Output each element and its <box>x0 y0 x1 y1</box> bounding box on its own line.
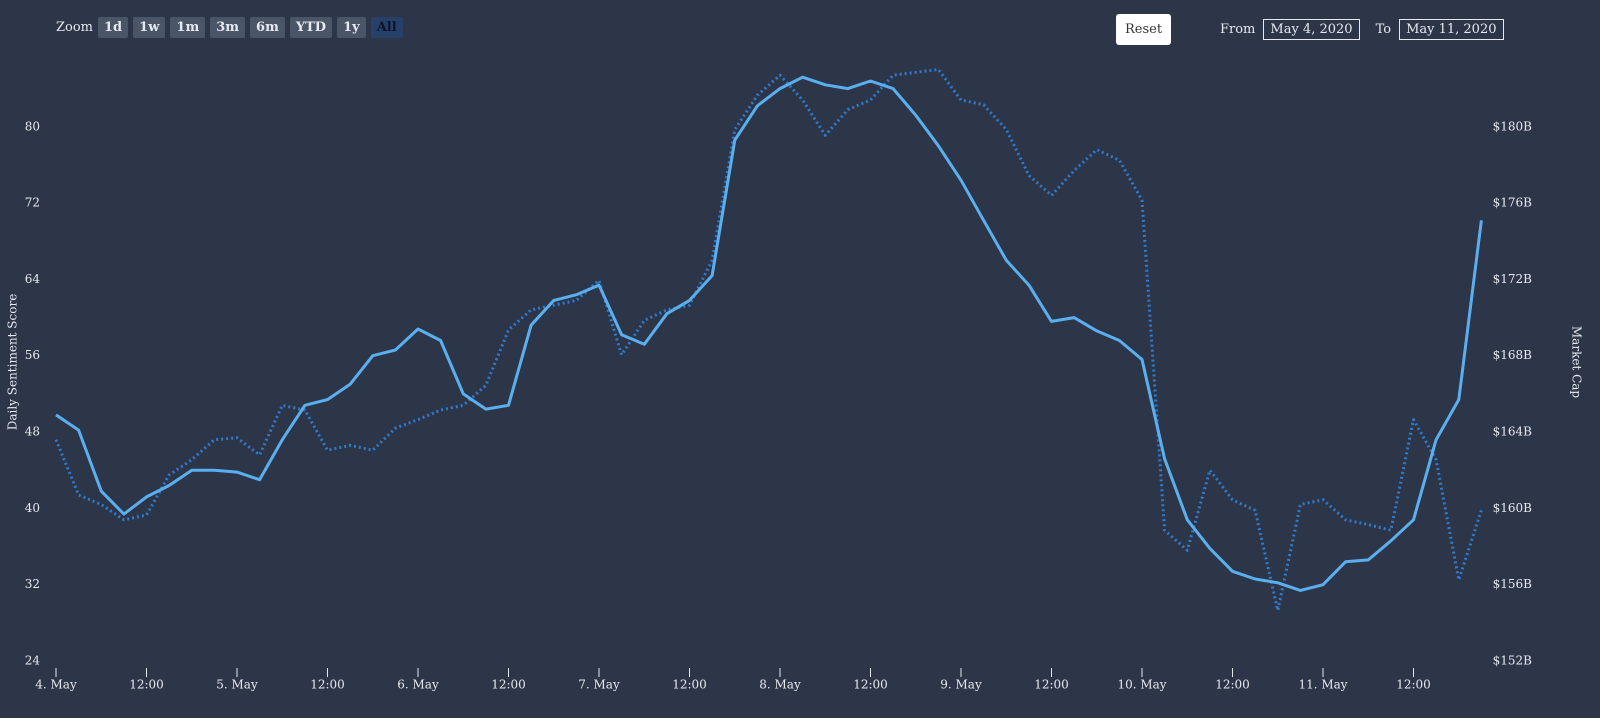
y2-tick-label: $160B <box>1493 501 1533 515</box>
y-tick-label: 80 <box>25 119 40 133</box>
zoom-button[interactable]: 1w <box>133 17 166 38</box>
y-tick-label: 64 <box>25 272 41 286</box>
x-tick-label: 9. May <box>940 678 982 692</box>
x-tick-label: 12:00 <box>129 678 164 692</box>
y-axis-title: Daily Sentiment Score <box>6 294 20 431</box>
y-tick-label: 48 <box>25 425 40 439</box>
to-label: To <box>1375 22 1392 37</box>
x-tick-label: 10. May <box>1117 678 1166 692</box>
zoom-button[interactable]: 1y <box>337 17 366 38</box>
zoom-button[interactable]: 1d <box>98 17 129 38</box>
y2-tick-label: $164B <box>1493 425 1533 439</box>
y2-tick-label: $180B <box>1493 119 1533 133</box>
x-tick-label: 7. May <box>578 678 620 692</box>
x-tick-label: 12:00 <box>491 678 526 692</box>
y-tick-label: 24 <box>25 654 41 668</box>
x-tick-label: 12:00 <box>1215 678 1250 692</box>
to-input[interactable]: May 11, 2020 <box>1399 19 1504 40</box>
x-tick-label: 5. May <box>216 678 258 692</box>
x-tick-label: 11. May <box>1298 678 1347 692</box>
x-tick-label: 12:00 <box>1396 678 1431 692</box>
y2-tick-label: $168B <box>1493 348 1533 362</box>
x-tick-label: 12:00 <box>310 678 345 692</box>
x-tick-label: 12:00 <box>672 678 707 692</box>
zoom-bar: Zoom 1d 1w 1m 3m 6m YTD 1y All <box>56 17 403 38</box>
series-line <box>54 68 1483 612</box>
x-tick-label: 12:00 <box>853 678 888 692</box>
x-tick-label: 12:00 <box>1034 678 1069 692</box>
y-tick-label: 72 <box>25 196 40 210</box>
x-tick-label: 4. May <box>35 678 77 692</box>
series-line <box>55 75 1483 592</box>
y2-tick-label: $156B <box>1493 577 1533 591</box>
y2-tick-label: $176B <box>1493 196 1533 210</box>
date-range: From May 4, 2020 To May 11, 2020 <box>1220 19 1504 40</box>
zoom-button[interactable]: 3m <box>210 17 246 38</box>
zoom-button[interactable]: All <box>370 17 403 38</box>
zoom-label: Zoom <box>56 20 94 35</box>
zoom-button[interactable]: YTD <box>289 17 333 38</box>
from-input[interactable]: May 4, 2020 <box>1263 19 1360 40</box>
reset-button[interactable]: Reset <box>1116 14 1172 45</box>
y2-axis-title: Market Cap <box>1570 326 1584 399</box>
x-tick-label: 8. May <box>759 678 801 692</box>
y2-tick-label: $172B <box>1493 272 1533 286</box>
y-tick-label: 56 <box>25 348 40 362</box>
zoom-button[interactable]: 6m <box>250 17 285 38</box>
from-label: From <box>1220 22 1256 37</box>
x-tick-label: 6. May <box>397 678 439 692</box>
y2-tick-label: $152B <box>1493 654 1533 668</box>
zoom-button[interactable]: 1m <box>170 17 206 38</box>
y-tick-label: 40 <box>25 501 40 515</box>
y-tick-label: 32 <box>25 577 40 591</box>
